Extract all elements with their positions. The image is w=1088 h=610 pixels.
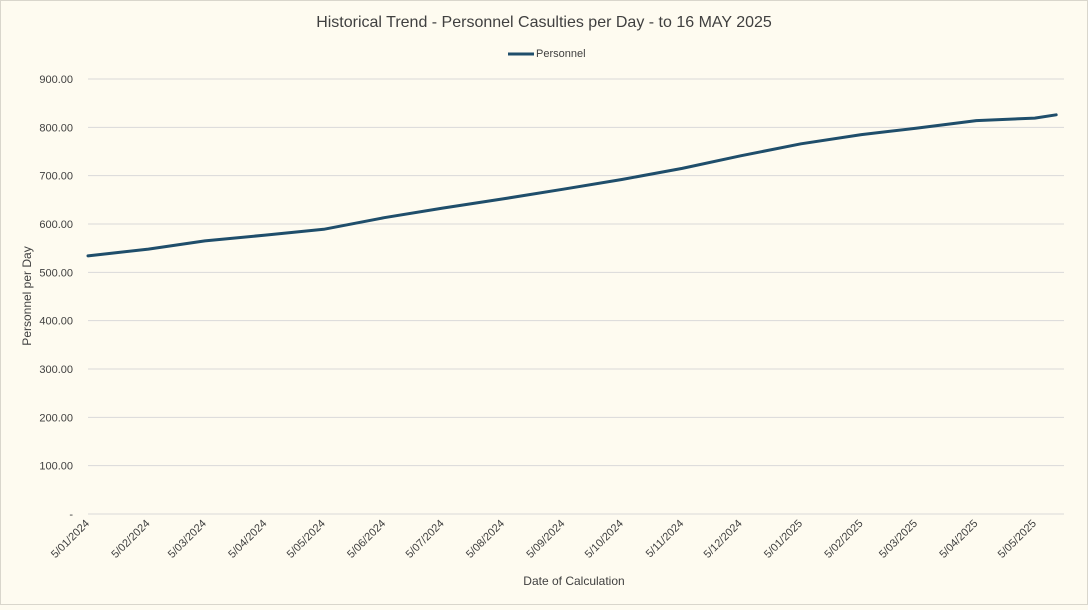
legend: Personnel bbox=[508, 48, 586, 60]
y-tick-label: 900.00 bbox=[39, 74, 73, 86]
y-tick-label: 700.00 bbox=[39, 171, 73, 183]
y-tick-label: 100.00 bbox=[39, 461, 73, 473]
legend-label-personnel: Personnel bbox=[536, 48, 586, 60]
series-line-personnel bbox=[86, 113, 1058, 258]
y-tick-label: 500.00 bbox=[39, 267, 73, 279]
y-tick-label: - bbox=[69, 509, 73, 521]
grid-lines bbox=[88, 78, 1064, 515]
y-tick-label: 600.00 bbox=[39, 219, 73, 231]
chart-title: Historical Trend - Personnel Casulties p… bbox=[316, 14, 772, 31]
y-axis-tick-labels: - 100.00 200.00 300.00 400.00 500.00 600.00 700… bbox=[39, 74, 73, 521]
y-tick-label: 800.00 bbox=[39, 122, 73, 134]
y-axis-title: Personnel per Day bbox=[20, 246, 34, 345]
y-tick-label: 200.00 bbox=[39, 412, 73, 424]
y-tick-label: 400.00 bbox=[39, 316, 73, 328]
x-axis-title: Date of Calculation bbox=[523, 574, 624, 588]
y-tick-label: 300.00 bbox=[39, 364, 73, 376]
